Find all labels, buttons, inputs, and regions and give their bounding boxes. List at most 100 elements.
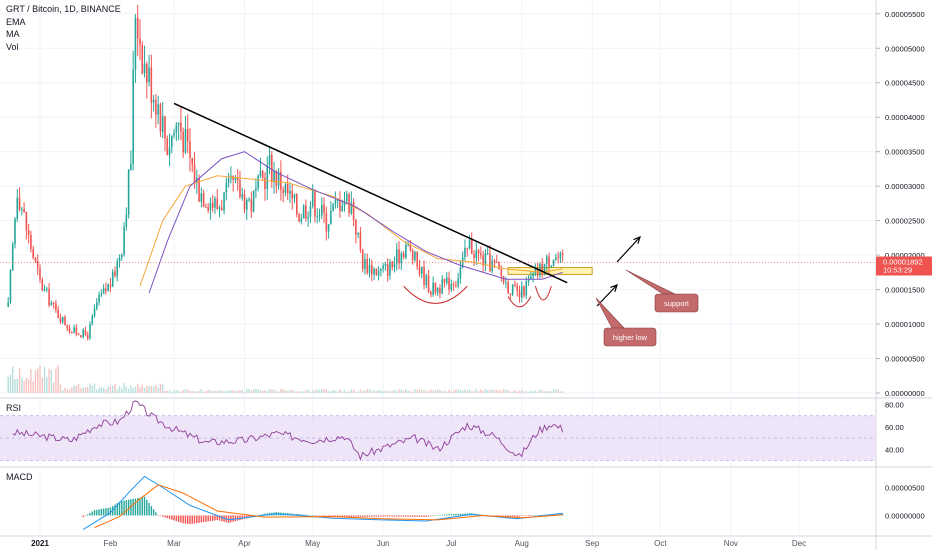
volume-bar (134, 386, 137, 393)
candle-body (332, 203, 334, 211)
candle-body (311, 190, 314, 207)
candle-body (86, 334, 89, 339)
volume-bar (202, 391, 205, 393)
volume-bar (118, 386, 121, 393)
candle-body (109, 284, 112, 287)
volume-bar (227, 390, 230, 393)
legend-ma[interactable]: MA (6, 29, 20, 39)
candle-body (475, 250, 478, 259)
candle-body (511, 284, 514, 295)
volume-bar (277, 391, 280, 393)
volume-bar (534, 390, 537, 393)
candle-body (39, 268, 41, 280)
x-tick-label: Sep (585, 539, 600, 548)
rsi-pane-label[interactable]: RSI (6, 403, 22, 413)
macd-histogram-bar (327, 515, 330, 517)
volume-bar (366, 389, 368, 393)
candle-body (498, 262, 500, 270)
rsi-tick-label: 40.00 (885, 445, 904, 454)
higher-low-callout-label: higher low (613, 333, 648, 342)
candle-body (209, 202, 212, 211)
candle-body (184, 129, 187, 153)
candle-body (18, 197, 21, 210)
candle-body (191, 157, 194, 165)
volume-bar (91, 385, 93, 393)
macd-histogram-bar (323, 515, 325, 517)
candle-body (173, 132, 175, 136)
candle-body (457, 278, 459, 286)
candle-body (264, 177, 266, 189)
candle-body (75, 327, 78, 334)
volume-bar (382, 391, 384, 393)
volume-bar (82, 387, 84, 393)
candle-body (82, 329, 84, 338)
volume-bar (137, 383, 139, 393)
volume-bar (339, 389, 341, 393)
volume-bar (30, 369, 32, 393)
macd-histogram-bar (355, 515, 357, 517)
volume-bar (221, 390, 223, 393)
candle-body (430, 292, 432, 295)
candle-body (46, 288, 48, 290)
volume-bar (271, 389, 273, 393)
candle-body (445, 277, 448, 283)
volume-bar (27, 379, 30, 393)
last-price-badge (876, 256, 932, 276)
volume-bar (209, 390, 212, 393)
chart-title[interactable]: GRT / Bitcoin, 1D, BINANCE (6, 4, 121, 14)
volume-bar (282, 389, 284, 393)
macd-histogram-bar (366, 515, 368, 517)
candle-body (71, 331, 73, 333)
legend-vol[interactable]: Vol (6, 41, 19, 52)
volume-bar (41, 377, 43, 393)
candle-body (84, 329, 87, 335)
macd-histogram-bar (466, 513, 468, 516)
macd-histogram-bar (148, 502, 150, 516)
candle-body (464, 247, 466, 258)
macd-pane-label[interactable]: MACD (6, 472, 33, 482)
candle-body (391, 261, 394, 268)
candle-body (359, 232, 362, 250)
volume-bar (493, 389, 496, 393)
volume-bar (141, 385, 143, 393)
candle-body (77, 333, 80, 336)
macd-histogram-bar (423, 515, 425, 517)
candle-body (57, 309, 59, 318)
macd-histogram-bar (421, 515, 423, 517)
macd-histogram-bar (318, 515, 321, 516)
macd-histogram-bar (232, 515, 234, 522)
macd-histogram-bar (248, 515, 250, 518)
macd-histogram-bar (159, 515, 162, 517)
candle-body (455, 285, 457, 287)
candle-body (177, 122, 180, 125)
candle-body (316, 216, 319, 218)
volume-bar (432, 390, 434, 393)
candle-body (373, 268, 375, 275)
higher-low-callout-pointer (595, 297, 625, 329)
candle-body (189, 141, 191, 158)
volume-bar (434, 390, 437, 393)
volume-bar (364, 390, 366, 393)
macd-histogram-bar (230, 515, 232, 523)
macd-histogram-bar (502, 515, 505, 517)
macd-histogram-bar (361, 515, 364, 517)
volume-bar (561, 391, 564, 393)
candle-body (323, 204, 325, 213)
volume-bar (361, 390, 364, 393)
volume-bar (259, 390, 262, 393)
legend-ema[interactable]: EMA (6, 16, 26, 27)
macd-histogram-bar (352, 515, 355, 517)
volume-bar (50, 370, 53, 393)
volume-bar (446, 391, 448, 393)
chart-legend: GRT / Bitcoin, 1D, BINANCE EMA MA Vol (6, 3, 121, 53)
macd-histogram-bar (418, 515, 421, 517)
candle-body (327, 224, 330, 232)
volume-bar (348, 391, 350, 393)
volume-bar (541, 389, 543, 393)
x-tick-label: Dec (792, 539, 806, 548)
y-tick-label: 0.00004000 (885, 113, 925, 122)
macd-histogram-bar (182, 515, 184, 524)
candle-body (220, 207, 223, 211)
last-price-value: 0.00001892 (883, 258, 923, 267)
